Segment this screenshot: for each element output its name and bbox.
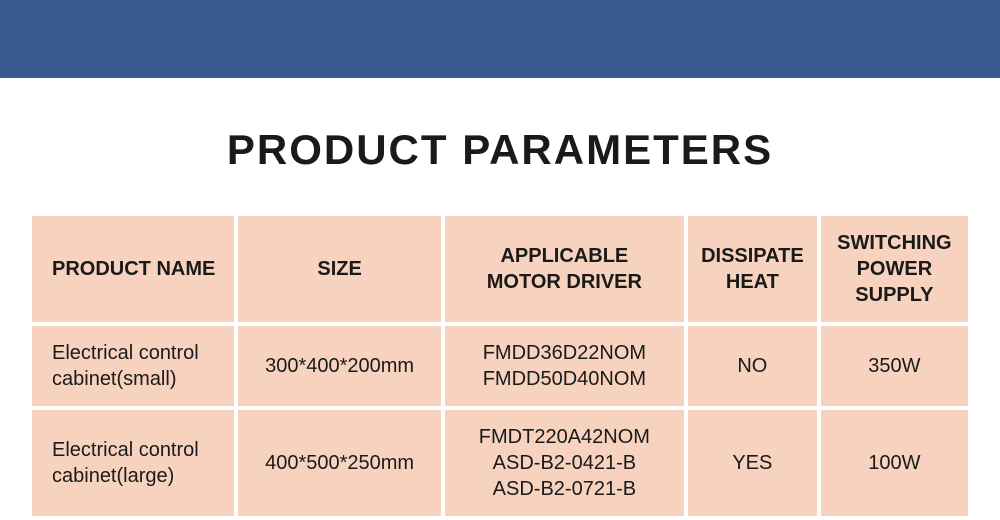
col-header-size: SIZE	[238, 216, 440, 322]
cell-power: 350W	[821, 326, 968, 406]
cell-size: 300*400*200mm	[238, 326, 440, 406]
header-band	[0, 0, 1000, 78]
cell-product-name: Electrical control cabinet(large)	[32, 410, 234, 516]
parameters-table: PRODUCT NAME SIZE APPLICABLE MOTOR DRIVE…	[28, 212, 972, 520]
driver-l3: ASD-B2-0721-B	[457, 476, 672, 502]
driver-l1: FMDT220A42NOM	[457, 424, 672, 450]
driver-l2: ASD-B2-0421-B	[457, 450, 672, 476]
driver-l2: FMDD50D40NOM	[457, 366, 672, 392]
col-header-heat-l2: HEAT	[700, 269, 805, 295]
col-header-motor-driver-l1: APPLICABLE	[457, 243, 672, 269]
cell-size: 400*500*250mm	[238, 410, 440, 516]
driver-l1: FMDD36D22NOM	[457, 340, 672, 366]
col-header-dissipate-heat: DISSIPATE HEAT	[688, 216, 817, 322]
col-header-product-name: PRODUCT NAME	[32, 216, 234, 322]
table-row: Electrical control cabinet(small) 300*40…	[32, 326, 968, 406]
parameters-table-wrap: PRODUCT NAME SIZE APPLICABLE MOTOR DRIVE…	[0, 212, 1000, 520]
cell-motor-driver: FMDT220A42NOM ASD-B2-0421-B ASD-B2-0721-…	[445, 410, 684, 516]
cell-heat: NO	[688, 326, 817, 406]
col-header-heat-l1: DISSIPATE	[700, 243, 805, 269]
col-header-power-l2: POWER SUPPLY	[833, 256, 956, 308]
page-title: PRODUCT PARAMETERS	[0, 126, 1000, 174]
col-header-motor-driver: APPLICABLE MOTOR DRIVER	[445, 216, 684, 322]
cell-product-name: Electrical control cabinet(small)	[32, 326, 234, 406]
product-name-l2: cabinet(small)	[52, 366, 222, 392]
table-header-row: PRODUCT NAME SIZE APPLICABLE MOTOR DRIVE…	[32, 216, 968, 322]
product-name-l2: cabinet(large)	[52, 463, 222, 489]
col-header-power-l1: SWITCHING	[833, 230, 956, 256]
product-name-l1: Electrical control	[52, 340, 222, 366]
table-row: Electrical control cabinet(large) 400*50…	[32, 410, 968, 516]
col-header-motor-driver-l2: MOTOR DRIVER	[457, 269, 672, 295]
cell-power: 100W	[821, 410, 968, 516]
cell-motor-driver: FMDD36D22NOM FMDD50D40NOM	[445, 326, 684, 406]
cell-heat: YES	[688, 410, 817, 516]
col-header-power-supply: SWITCHING POWER SUPPLY	[821, 216, 968, 322]
product-name-l1: Electrical control	[52, 437, 222, 463]
